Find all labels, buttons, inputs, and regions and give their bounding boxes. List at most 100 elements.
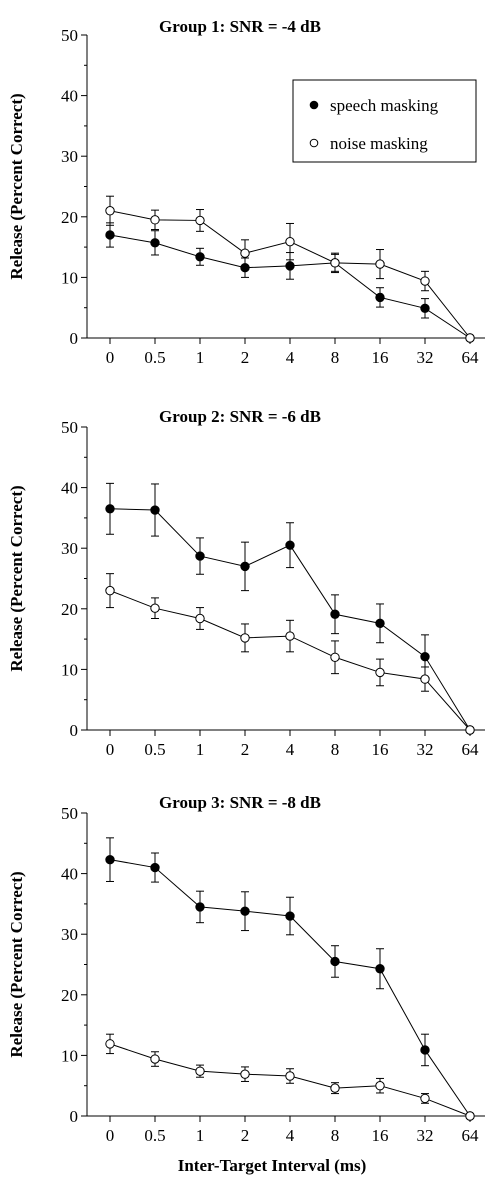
x-tick-label: 0.5 xyxy=(144,740,165,759)
y-axis-label: Release (Percent Correct) xyxy=(7,871,26,1057)
y-tick-label: 0 xyxy=(70,329,79,348)
y-tick-label: 10 xyxy=(61,268,78,287)
x-tick-label: 2 xyxy=(241,348,250,367)
data-point-speech xyxy=(150,238,160,248)
y-tick-label: 20 xyxy=(61,986,78,1005)
x-tick-label: 8 xyxy=(331,348,340,367)
y-tick-label: 40 xyxy=(61,479,78,498)
x-tick-label: 0.5 xyxy=(144,1126,165,1145)
x-tick-label: 0 xyxy=(106,348,115,367)
data-point-noise xyxy=(420,1093,430,1104)
x-tick-label: 4 xyxy=(286,348,295,367)
x-tick-label: 0 xyxy=(106,1126,115,1145)
chart-panel-3: Group 3: SNR = -8 dB Release (Percent Cor… xyxy=(7,793,485,1175)
data-point-speech xyxy=(240,263,250,273)
x-tick-label: 16 xyxy=(372,1126,389,1145)
x-tick-label: 32 xyxy=(417,740,434,759)
data-point-noise xyxy=(105,206,115,216)
data-point-noise xyxy=(420,276,430,286)
y-tick-label: 50 xyxy=(61,418,78,437)
data-point-noise xyxy=(240,633,250,643)
y-tick-label: 30 xyxy=(61,539,78,558)
x-tick-label: 1 xyxy=(196,740,205,759)
data-point-noise xyxy=(195,215,205,226)
data-point-speech xyxy=(375,618,385,629)
data-point-noise xyxy=(150,1054,160,1064)
y-tick-label: 0 xyxy=(70,721,79,740)
legend-label: speech masking xyxy=(330,96,439,115)
data-point-speech xyxy=(195,902,205,912)
chart-panel-1: Group 1: SNR = -4 dB Release (Percent Cor… xyxy=(7,17,485,367)
x-tick-label: 4 xyxy=(286,740,295,759)
chart-title: Group 2: SNR = -6 dB xyxy=(159,407,321,426)
x-tick-label: 64 xyxy=(462,1126,480,1145)
legend-marker-speech xyxy=(309,100,319,110)
data-point-speech xyxy=(195,551,205,561)
data-point-speech xyxy=(285,911,295,921)
y-axis-label: Release (Percent Correct) xyxy=(7,93,26,279)
data-point-noise xyxy=(330,258,340,268)
data-point-noise xyxy=(465,333,475,343)
data-point-noise xyxy=(465,1111,475,1121)
data-point-speech xyxy=(240,561,250,572)
x-tick-label: 1 xyxy=(196,1126,205,1145)
x-tick-label: 16 xyxy=(372,740,389,759)
data-point-noise xyxy=(195,613,205,624)
x-tick-label: 2 xyxy=(241,1126,250,1145)
y-tick-label: 20 xyxy=(61,600,78,619)
data-point-speech xyxy=(285,540,295,550)
x-tick-label: 32 xyxy=(417,348,434,367)
data-point-noise xyxy=(465,725,475,735)
data-point-noise xyxy=(150,603,160,613)
data-point-noise xyxy=(330,1083,340,1093)
x-tick-label: 64 xyxy=(462,740,480,759)
data-point-noise xyxy=(285,1071,295,1081)
data-point-noise xyxy=(330,652,340,662)
data-point-speech xyxy=(420,1045,430,1055)
data-point-noise xyxy=(105,585,115,596)
data-point-noise xyxy=(375,1081,385,1091)
legend-label: noise masking xyxy=(330,134,428,153)
y-tick-label: 0 xyxy=(70,1107,79,1126)
data-point-speech xyxy=(150,862,160,873)
x-tick-label: 16 xyxy=(372,348,389,367)
legend-marker-noise xyxy=(309,138,319,148)
legend-box xyxy=(292,79,477,163)
x-tick-label: 0 xyxy=(106,740,115,759)
y-axis-label: Release (Percent Correct) xyxy=(7,485,26,671)
x-tick-label: 2 xyxy=(241,740,250,759)
x-tick-label: 4 xyxy=(286,1126,295,1145)
data-point-speech xyxy=(420,303,430,314)
y-tick-label: 40 xyxy=(61,865,78,884)
data-point-speech xyxy=(105,230,115,240)
data-point-speech xyxy=(150,505,160,515)
y-tick-label: 50 xyxy=(61,26,78,45)
x-tick-label: 32 xyxy=(417,1126,434,1145)
data-point-noise xyxy=(240,248,250,258)
data-point-speech xyxy=(375,292,385,303)
data-point-noise xyxy=(420,674,430,684)
chart-title: Group 1: SNR = -4 dB xyxy=(159,17,321,36)
data-point-speech xyxy=(330,956,340,967)
legend: speech masking noise masking xyxy=(292,79,477,163)
chart-title: Group 3: SNR = -8 dB xyxy=(159,793,321,812)
y-tick-label: 10 xyxy=(61,660,78,679)
x-axis-label: Inter-Target Interval (ms) xyxy=(178,1156,367,1175)
y-tick-label: 30 xyxy=(61,147,78,166)
x-tick-label: 8 xyxy=(331,1126,340,1145)
data-point-noise xyxy=(240,1069,250,1079)
y-tick-label: 50 xyxy=(61,804,78,823)
y-tick-label: 20 xyxy=(61,208,78,227)
x-tick-label: 0.5 xyxy=(144,348,165,367)
chart-panel-2: Group 2: SNR = -6 dB Release (Percent Cor… xyxy=(7,407,485,759)
data-point-speech xyxy=(240,906,250,916)
data-point-noise xyxy=(195,1066,205,1076)
data-point-speech xyxy=(330,609,340,619)
data-point-noise xyxy=(375,259,385,269)
data-point-speech xyxy=(285,261,295,271)
data-point-speech xyxy=(195,252,205,262)
y-tick-label: 10 xyxy=(61,1046,78,1065)
x-tick-label: 64 xyxy=(462,348,480,367)
data-point-noise xyxy=(285,631,295,641)
